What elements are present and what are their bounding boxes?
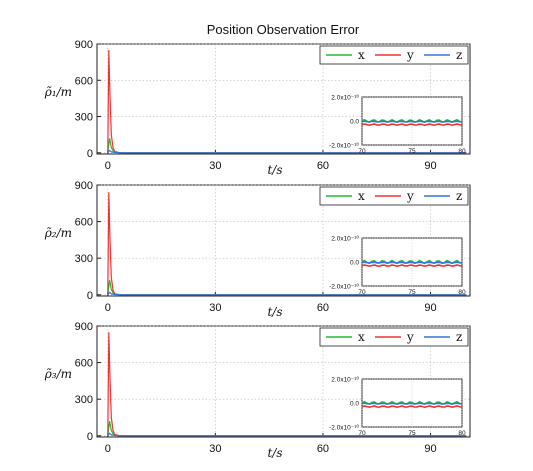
chart-panel-1: 0 300 600 900 0 30 60 90 ρ̃₁/m t/s x y z 70 75 80 2.0x10… — [44, 39, 471, 177]
inset-x-tick-label: 70 — [358, 289, 366, 296]
x-tick-label: 90 — [424, 302, 436, 314]
x-axis-label: t/s — [267, 305, 282, 319]
legend-label-y: y — [406, 48, 414, 62]
y-axis-label: ρ̃₃/m — [44, 367, 72, 381]
chart-panel-2: 0 300 600 900 0 30 60 90 ρ̃₂/m t/s x y z 70 75 80 2.0x10… — [44, 180, 471, 319]
x-tick-label: 60 — [317, 302, 329, 314]
y-axis-label: ρ̃₂/m — [44, 226, 72, 240]
y-tick-label: 600 — [75, 75, 93, 87]
x-tick-label: 0 — [105, 443, 111, 455]
legend-label-z: z — [456, 48, 462, 62]
inset-x-tick-label: 75 — [408, 430, 416, 437]
y-tick-label: 300 — [75, 253, 93, 265]
x-tick-label: 30 — [209, 160, 221, 172]
y-tick-label: 900 — [75, 39, 93, 51]
chart-panel-3: 0 300 600 900 0 30 60 90 ρ̃₃/m t/s x y z 70 75 80 2.0x10… — [44, 321, 471, 460]
inset-plot: 70 75 80 2.0x10⁻¹⁰ 0.0 -2.0x10⁻¹⁰ — [329, 235, 466, 297]
x-tick-label: 30 — [209, 443, 221, 455]
inset-y-tick-label: -2.0x10⁻¹⁰ — [329, 142, 359, 150]
inset-y-tick-label: -2.0x10⁻¹⁰ — [329, 283, 359, 291]
x-tick-label: 0 — [105, 160, 111, 172]
x-tick-label: 90 — [424, 160, 436, 172]
inset-y-tick-label: -2.0x10⁻¹⁰ — [329, 424, 359, 432]
x-axis-label: t/s — [267, 163, 282, 177]
inset-x-tick-label: 80 — [458, 148, 466, 155]
y-axis-label: ρ̃₁/m — [44, 85, 72, 99]
inset-series-line-z — [361, 261, 463, 264]
legend-label-x: x — [358, 189, 365, 203]
y-tick-label: 300 — [75, 112, 93, 124]
inset-y-tick-label: 2.0x10⁻¹⁰ — [331, 376, 359, 384]
inset-series-line-z — [361, 120, 463, 123]
legend-label-z: z — [456, 330, 462, 344]
inset-plot: 70 75 80 2.0x10⁻¹⁰ 0.0 -2.0x10⁻¹⁰ — [329, 376, 466, 438]
legend-label-z: z — [456, 189, 462, 203]
legend-label-y: y — [406, 330, 414, 344]
x-axis-label: t/s — [267, 446, 282, 460]
y-tick-label: 0 — [87, 290, 93, 302]
y-tick-label: 900 — [75, 180, 93, 192]
inset-x-tick-label: 80 — [458, 289, 466, 296]
inset-series-line-y — [361, 405, 463, 409]
inset-y-tick-label: 0.0 — [350, 401, 359, 408]
legend-label-x: x — [358, 48, 365, 62]
series-line-z — [107, 149, 467, 154]
y-tick-label: 600 — [75, 217, 93, 229]
inset-x-tick-label: 80 — [458, 430, 466, 437]
inset-y-tick-label: 2.0x10⁻¹⁰ — [331, 235, 359, 243]
y-tick-label: 600 — [75, 358, 93, 370]
inset-x-tick-label: 70 — [358, 148, 366, 155]
x-tick-label: 90 — [424, 443, 436, 455]
inset-x-tick-label: 70 — [358, 430, 366, 437]
inset-y-tick-label: 2.0x10⁻¹⁰ — [331, 94, 359, 102]
inset-x-tick-label: 75 — [408, 148, 416, 155]
y-tick-label: 900 — [75, 321, 93, 333]
inset-series-line-z — [361, 402, 463, 405]
y-tick-label: 0 — [87, 148, 93, 160]
series-line-z — [107, 291, 467, 296]
y-tick-label: 0 — [87, 431, 93, 443]
y-tick-label: 300 — [75, 394, 93, 406]
inset-y-tick-label: 0.0 — [350, 260, 359, 267]
legend-label-x: x — [358, 330, 365, 344]
x-tick-label: 0 — [105, 302, 111, 314]
x-tick-label: 60 — [317, 160, 329, 172]
series-line-z — [107, 432, 467, 437]
x-tick-label: 30 — [209, 302, 221, 314]
inset-series-line-y — [361, 264, 463, 268]
x-tick-label: 60 — [317, 443, 329, 455]
legend-label-y: y — [406, 189, 414, 203]
inset-series-line-y — [361, 123, 463, 127]
inset-y-tick-label: 0.0 — [350, 119, 359, 126]
chart-title: Position Observation Error — [207, 22, 360, 37]
inset-plot: 70 75 80 2.0x10⁻¹⁰ 0.0 -2.0x10⁻¹⁰ — [329, 94, 466, 156]
inset-x-tick-label: 75 — [408, 289, 416, 296]
